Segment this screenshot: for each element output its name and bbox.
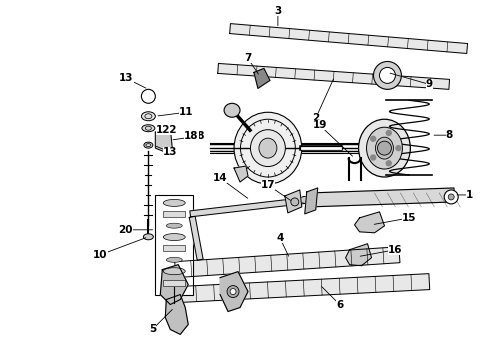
- Circle shape: [448, 194, 454, 200]
- Polygon shape: [190, 197, 310, 217]
- Bar: [163, 211, 185, 217]
- Polygon shape: [230, 24, 467, 54]
- Text: 1: 1: [466, 190, 473, 200]
- Ellipse shape: [300, 197, 310, 203]
- Text: 18: 18: [184, 131, 199, 141]
- Text: 17: 17: [261, 180, 275, 190]
- Ellipse shape: [234, 112, 302, 184]
- Polygon shape: [175, 247, 400, 278]
- Polygon shape: [189, 216, 203, 260]
- Circle shape: [379, 67, 395, 84]
- Text: 8: 8: [445, 130, 453, 140]
- Text: 19: 19: [313, 120, 327, 130]
- Ellipse shape: [359, 119, 410, 177]
- Ellipse shape: [144, 234, 153, 240]
- Text: 13: 13: [119, 73, 134, 84]
- Text: 7: 7: [245, 54, 252, 63]
- Polygon shape: [254, 68, 270, 88]
- Ellipse shape: [375, 137, 393, 159]
- Text: 11: 11: [179, 107, 194, 117]
- Text: 12: 12: [163, 125, 177, 135]
- Ellipse shape: [144, 142, 153, 148]
- Text: 2: 2: [312, 113, 319, 123]
- Ellipse shape: [166, 257, 182, 262]
- Text: 4: 4: [276, 233, 284, 243]
- Polygon shape: [285, 190, 302, 213]
- Text: 3: 3: [274, 6, 281, 15]
- Text: 14: 14: [213, 173, 227, 183]
- Text: 5: 5: [149, 324, 156, 334]
- Ellipse shape: [224, 103, 240, 117]
- Circle shape: [386, 161, 391, 166]
- Circle shape: [373, 62, 401, 89]
- Bar: [155, 195, 193, 294]
- Polygon shape: [345, 244, 371, 266]
- Polygon shape: [155, 128, 172, 152]
- Polygon shape: [218, 63, 449, 89]
- Circle shape: [291, 198, 299, 206]
- Text: 15: 15: [402, 213, 416, 223]
- Polygon shape: [160, 265, 188, 305]
- Circle shape: [371, 136, 376, 141]
- Ellipse shape: [163, 268, 185, 275]
- Polygon shape: [220, 272, 248, 311]
- Text: 10: 10: [93, 250, 108, 260]
- Text: 13: 13: [163, 147, 177, 157]
- Ellipse shape: [163, 199, 185, 206]
- Text: 20: 20: [118, 225, 133, 235]
- Circle shape: [386, 130, 391, 135]
- Polygon shape: [165, 294, 188, 334]
- Ellipse shape: [259, 138, 277, 158]
- Circle shape: [230, 289, 236, 294]
- Circle shape: [377, 141, 392, 155]
- Circle shape: [371, 155, 376, 160]
- Polygon shape: [178, 274, 430, 302]
- Polygon shape: [305, 188, 318, 214]
- Ellipse shape: [250, 130, 285, 167]
- Circle shape: [396, 146, 401, 150]
- Bar: [163, 280, 185, 285]
- Circle shape: [444, 190, 458, 204]
- Circle shape: [227, 285, 239, 298]
- Ellipse shape: [142, 112, 155, 121]
- Ellipse shape: [367, 127, 402, 169]
- Text: 18: 18: [191, 131, 205, 141]
- Polygon shape: [234, 166, 248, 182]
- Text: 6: 6: [336, 300, 343, 310]
- Text: 12: 12: [156, 125, 171, 135]
- Polygon shape: [355, 212, 385, 233]
- Polygon shape: [310, 188, 454, 207]
- Ellipse shape: [166, 223, 182, 228]
- Ellipse shape: [163, 234, 185, 240]
- Text: 9: 9: [426, 79, 433, 89]
- Bar: [163, 246, 185, 251]
- Text: 16: 16: [388, 245, 403, 255]
- Ellipse shape: [142, 125, 155, 132]
